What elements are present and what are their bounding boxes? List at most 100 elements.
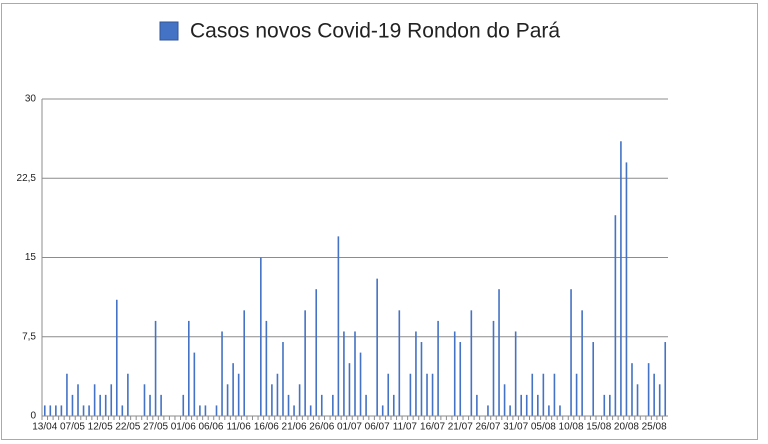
bar (365, 394, 367, 416)
bar (625, 162, 628, 416)
bar (359, 352, 362, 416)
bar (636, 384, 639, 416)
bar (93, 384, 96, 416)
bar (542, 373, 545, 416)
bar (121, 405, 124, 416)
x-tick-label: 25/08 (642, 422, 667, 433)
bar (581, 310, 583, 416)
bar (199, 405, 201, 416)
bar (304, 310, 306, 416)
bar (381, 405, 384, 416)
x-tick-label: 06/07 (365, 422, 390, 433)
x-tick-label: 01/07 (337, 422, 362, 433)
bar (631, 363, 633, 416)
bar (271, 384, 273, 416)
bar (99, 394, 101, 416)
bar (237, 373, 240, 416)
y-tick-label: 22,5 (17, 173, 37, 184)
x-tick-label: 21/06 (282, 422, 307, 433)
bar (570, 289, 572, 416)
bar (664, 342, 667, 416)
bar (221, 331, 223, 416)
bar (575, 373, 578, 416)
bar (149, 394, 151, 416)
bar (492, 320, 495, 416)
legend-swatch (159, 21, 179, 41)
bar (154, 320, 157, 416)
bar (215, 405, 218, 416)
bar (127, 373, 129, 416)
bar (343, 331, 345, 416)
bar (43, 405, 46, 416)
bar (592, 342, 595, 416)
bar (647, 363, 650, 416)
x-tick-label: 20/08 (614, 422, 639, 433)
x-tick-label: 16/07 (420, 422, 445, 433)
bar (282, 342, 284, 416)
bar (320, 394, 323, 416)
bar (514, 331, 517, 416)
bar (658, 384, 661, 416)
bar (337, 236, 340, 416)
bar (609, 394, 611, 416)
y-tick-label: 30 (25, 94, 37, 105)
bar (387, 373, 390, 416)
bar (415, 331, 417, 416)
bar (55, 405, 57, 416)
bar (509, 405, 511, 416)
x-tick-label: 13/04 (32, 422, 57, 433)
x-tick-label: 27/05 (143, 422, 168, 433)
bar (431, 373, 434, 416)
bar (143, 384, 146, 416)
bar (348, 363, 351, 416)
bar (204, 405, 207, 416)
bar (420, 342, 423, 416)
bar (182, 394, 185, 416)
bar (104, 394, 107, 416)
bar (409, 373, 412, 416)
x-tick-label: 16/06 (254, 422, 279, 433)
bar (498, 289, 500, 416)
bar (66, 373, 68, 416)
bar (276, 373, 279, 416)
bar (426, 373, 428, 416)
x-tick-label: 26/07 (475, 422, 500, 433)
bar (293, 405, 295, 416)
x-tick-label: 31/07 (503, 422, 528, 433)
bar (265, 320, 268, 416)
bar (520, 394, 522, 416)
bar (531, 373, 534, 416)
bar (88, 405, 90, 416)
bar (77, 384, 79, 416)
bar (453, 331, 456, 416)
x-tick-label: 22/05 (115, 422, 140, 433)
bar (226, 384, 229, 416)
bar (476, 394, 478, 416)
bar (437, 320, 439, 416)
bar (260, 257, 262, 416)
bar (309, 405, 312, 416)
bar (49, 405, 52, 416)
bar (398, 310, 401, 416)
bar (620, 141, 622, 416)
bar (60, 405, 63, 416)
bar (392, 394, 395, 416)
bar (459, 342, 462, 416)
bar (548, 405, 550, 416)
chart-frame (1, 3, 758, 440)
x-tick-label: 10/08 (559, 422, 584, 433)
x-tick-label: 11/06 (227, 422, 252, 433)
legend-label: Casos novos Covid-19 Rondon do Pará (190, 20, 560, 43)
bar (71, 394, 74, 416)
bar (553, 373, 556, 416)
y-tick-label: 7,5 (22, 331, 36, 342)
bar (82, 405, 85, 416)
x-tick-label: 12/05 (88, 422, 113, 433)
bar (243, 310, 246, 416)
bar (115, 299, 118, 416)
bar (232, 363, 234, 416)
bar (470, 310, 473, 416)
x-tick-label: 07/05 (60, 422, 85, 433)
bar (525, 394, 528, 416)
